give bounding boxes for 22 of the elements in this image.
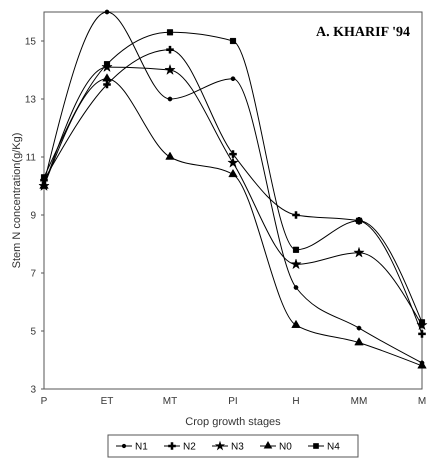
x-tick-label: MM xyxy=(350,396,368,407)
y-tick-label: 9 xyxy=(30,210,36,222)
y-tick-label: 11 xyxy=(26,152,36,164)
y-tick-label: 15 xyxy=(24,36,36,48)
legend-label: N1 xyxy=(135,442,148,452)
x-tick-label: M xyxy=(418,396,426,407)
x-tick-label: PI xyxy=(228,396,238,407)
legend-label: N3 xyxy=(231,442,244,452)
x-tick-label: H xyxy=(292,396,300,407)
text: A. KHARIF '94 xyxy=(316,25,410,40)
legend-label: N2 xyxy=(183,442,196,452)
legend-label: N0 xyxy=(279,442,292,452)
y-tick-label: 13 xyxy=(24,94,36,106)
y-axis-title: Stem N concentration(g/Kg) xyxy=(11,132,23,268)
legend-label: N4 xyxy=(327,442,340,452)
y-tick-label: 7 xyxy=(30,268,36,280)
x-tick-label: P xyxy=(40,396,48,407)
x-tick-label: ET xyxy=(100,396,114,407)
y-tick-label: 3 xyxy=(30,384,36,396)
y-tick-label: 5 xyxy=(30,326,36,338)
x-axis-title: Crop growth stages xyxy=(185,416,282,428)
x-tick-label: MT xyxy=(162,396,178,407)
